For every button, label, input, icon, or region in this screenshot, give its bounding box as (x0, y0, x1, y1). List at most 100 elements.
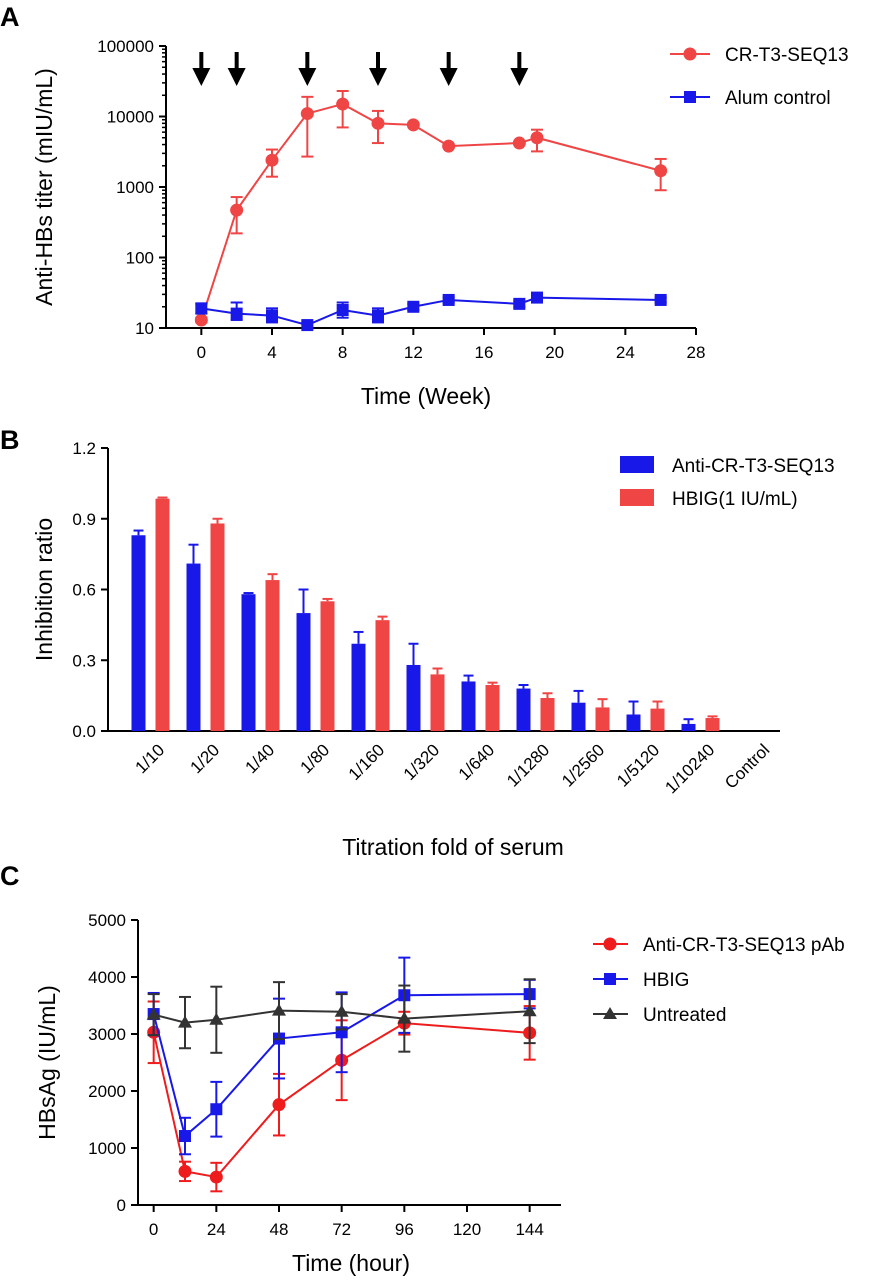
data-point (442, 293, 455, 306)
y-axis-title: HBsAg (IU/mL) (34, 985, 60, 1140)
data-point (300, 107, 314, 121)
panel-b-bar-chart: 0.0 0.3 0.6 0.9 1.2 Inhibition ratio Titration… (31, 439, 835, 860)
panel-a-line-chart: 10 100 1000 10000 100000 0 4 8 12 16 20 24 28 Time (W… (31, 37, 849, 409)
bar-hbig-1-iu-ml (375, 620, 390, 731)
error-bar (542, 692, 553, 698)
legend-marker (684, 91, 696, 103)
legend-label: Anti-CR-T3-SEQ13 (672, 456, 835, 477)
legend-label: CR-T3-SEQ13 (725, 45, 849, 66)
x-tick-label: 28 (687, 343, 706, 362)
data-point (513, 297, 526, 310)
bar-anti-cr-t3-seq13 (626, 714, 641, 731)
legend-label: HBIG(1 IU/mL) (672, 489, 798, 510)
x-tick-label: Control (721, 740, 773, 792)
error-bar (597, 698, 608, 708)
series-alum-control (195, 291, 667, 332)
error-bar (408, 642, 419, 665)
data-point (654, 164, 668, 178)
bar-anti-cr-t3-seq13 (681, 723, 696, 731)
x-tick-label: 20 (545, 343, 564, 362)
immunization-arrow-icon (298, 52, 317, 86)
immunization-arrow-icon (227, 52, 246, 86)
error-bar (377, 615, 388, 621)
data-point (266, 309, 278, 322)
legend-label: HBIG (643, 970, 689, 991)
panel-letter-c: C (0, 861, 20, 891)
x-tick-label: 1/1280 (503, 740, 553, 790)
y-tick-label: 1000 (116, 178, 154, 197)
x-axis-title: Time (hour) (292, 1250, 410, 1276)
data-point (195, 302, 208, 315)
data-point (178, 1015, 192, 1028)
y-tick-label: 0.6 (72, 581, 96, 600)
data-point (209, 1170, 223, 1184)
y-axis-title: Inhibition ratio (31, 518, 57, 661)
data-point (301, 319, 314, 332)
y-axis-title: Anti-HBs titer (mIU/mL) (31, 68, 57, 306)
legend-item-hbig: HBIG (593, 970, 689, 991)
legend-marker (604, 973, 616, 985)
legend-marker (603, 937, 617, 951)
x-tick-label: 4 (267, 343, 276, 362)
bar-hbig-1-iu-ml (320, 601, 335, 731)
error-bar (683, 718, 694, 724)
y-tick-label: 0 (117, 1196, 126, 1215)
bar-hbig-1-iu-ml (265, 580, 280, 731)
x-tick-label: 1/10 (131, 740, 168, 777)
error-bar (157, 496, 168, 499)
error-bar (212, 517, 223, 524)
x-tick-label: 96 (395, 1220, 414, 1239)
data-point (146, 1007, 161, 1020)
data-point (512, 136, 526, 150)
y-tick-label: 1.2 (72, 439, 96, 458)
bar-anti-cr-t3-seq13 (406, 664, 421, 731)
data-point (522, 1004, 537, 1017)
legend-swatch (620, 489, 654, 506)
data-point (372, 309, 384, 322)
data-point (265, 153, 279, 167)
x-tick-label: 1/640 (455, 740, 499, 784)
error-bar (652, 700, 663, 709)
legend-swatch (620, 456, 654, 473)
x-tick-label: 24 (616, 343, 635, 362)
data-point (209, 1012, 224, 1025)
bar-hbig-1-iu-ml (430, 674, 445, 731)
panel-letter-b: B (0, 425, 20, 455)
data-point (371, 116, 385, 130)
data-point (654, 293, 667, 306)
bar-anti-cr-t3-seq13 (571, 702, 586, 731)
data-point (336, 304, 349, 317)
series-line (200, 103, 661, 321)
bar-anti-cr-t3-seq13 (351, 643, 366, 731)
legend-item-anti-cr-t3-seq13-pab: Anti-CR-T3-SEQ13 pAb (593, 935, 845, 956)
x-tick-label: 1/20 (186, 740, 223, 777)
error-bar (518, 684, 529, 689)
bar-anti-cr-t3-seq13 (131, 535, 146, 731)
data-point (397, 1011, 412, 1024)
panel-c-line-chart: 0 1000 2000 3000 4000 5000 0 24 48 72 96 120 144 Time… (34, 911, 845, 1276)
x-axis-title: Titration fold of serum (342, 834, 564, 860)
error-bar (573, 689, 584, 703)
y-tick-label: 10 (135, 319, 154, 338)
immunization-arrow-icon (192, 52, 211, 86)
legend-item-hbig-1-iu-ml: HBIG(1 IU/mL) (620, 489, 798, 510)
series-untreated (146, 978, 537, 1054)
error-bar (298, 588, 309, 614)
error-bar (628, 700, 639, 715)
y-tick-label: 0.0 (72, 722, 96, 741)
bar-hbig-1-iu-ml (155, 498, 170, 731)
data-point (406, 118, 420, 132)
error-bar (301, 95, 314, 158)
y-tick-label: 100 (126, 249, 154, 268)
x-tick-label: 8 (338, 343, 347, 362)
x-tick-label: 1/5120 (613, 740, 663, 790)
bar-hbig-1-iu-ml (485, 685, 500, 731)
bar-hbig-1-iu-ml (595, 707, 610, 731)
error-bar (188, 543, 199, 564)
legend-label: Untreated (643, 1005, 726, 1026)
legend-item-alum-control: Alum control (670, 88, 831, 109)
data-point (194, 313, 208, 327)
y-tick-label: 1000 (88, 1139, 126, 1158)
data-point (210, 1103, 223, 1116)
